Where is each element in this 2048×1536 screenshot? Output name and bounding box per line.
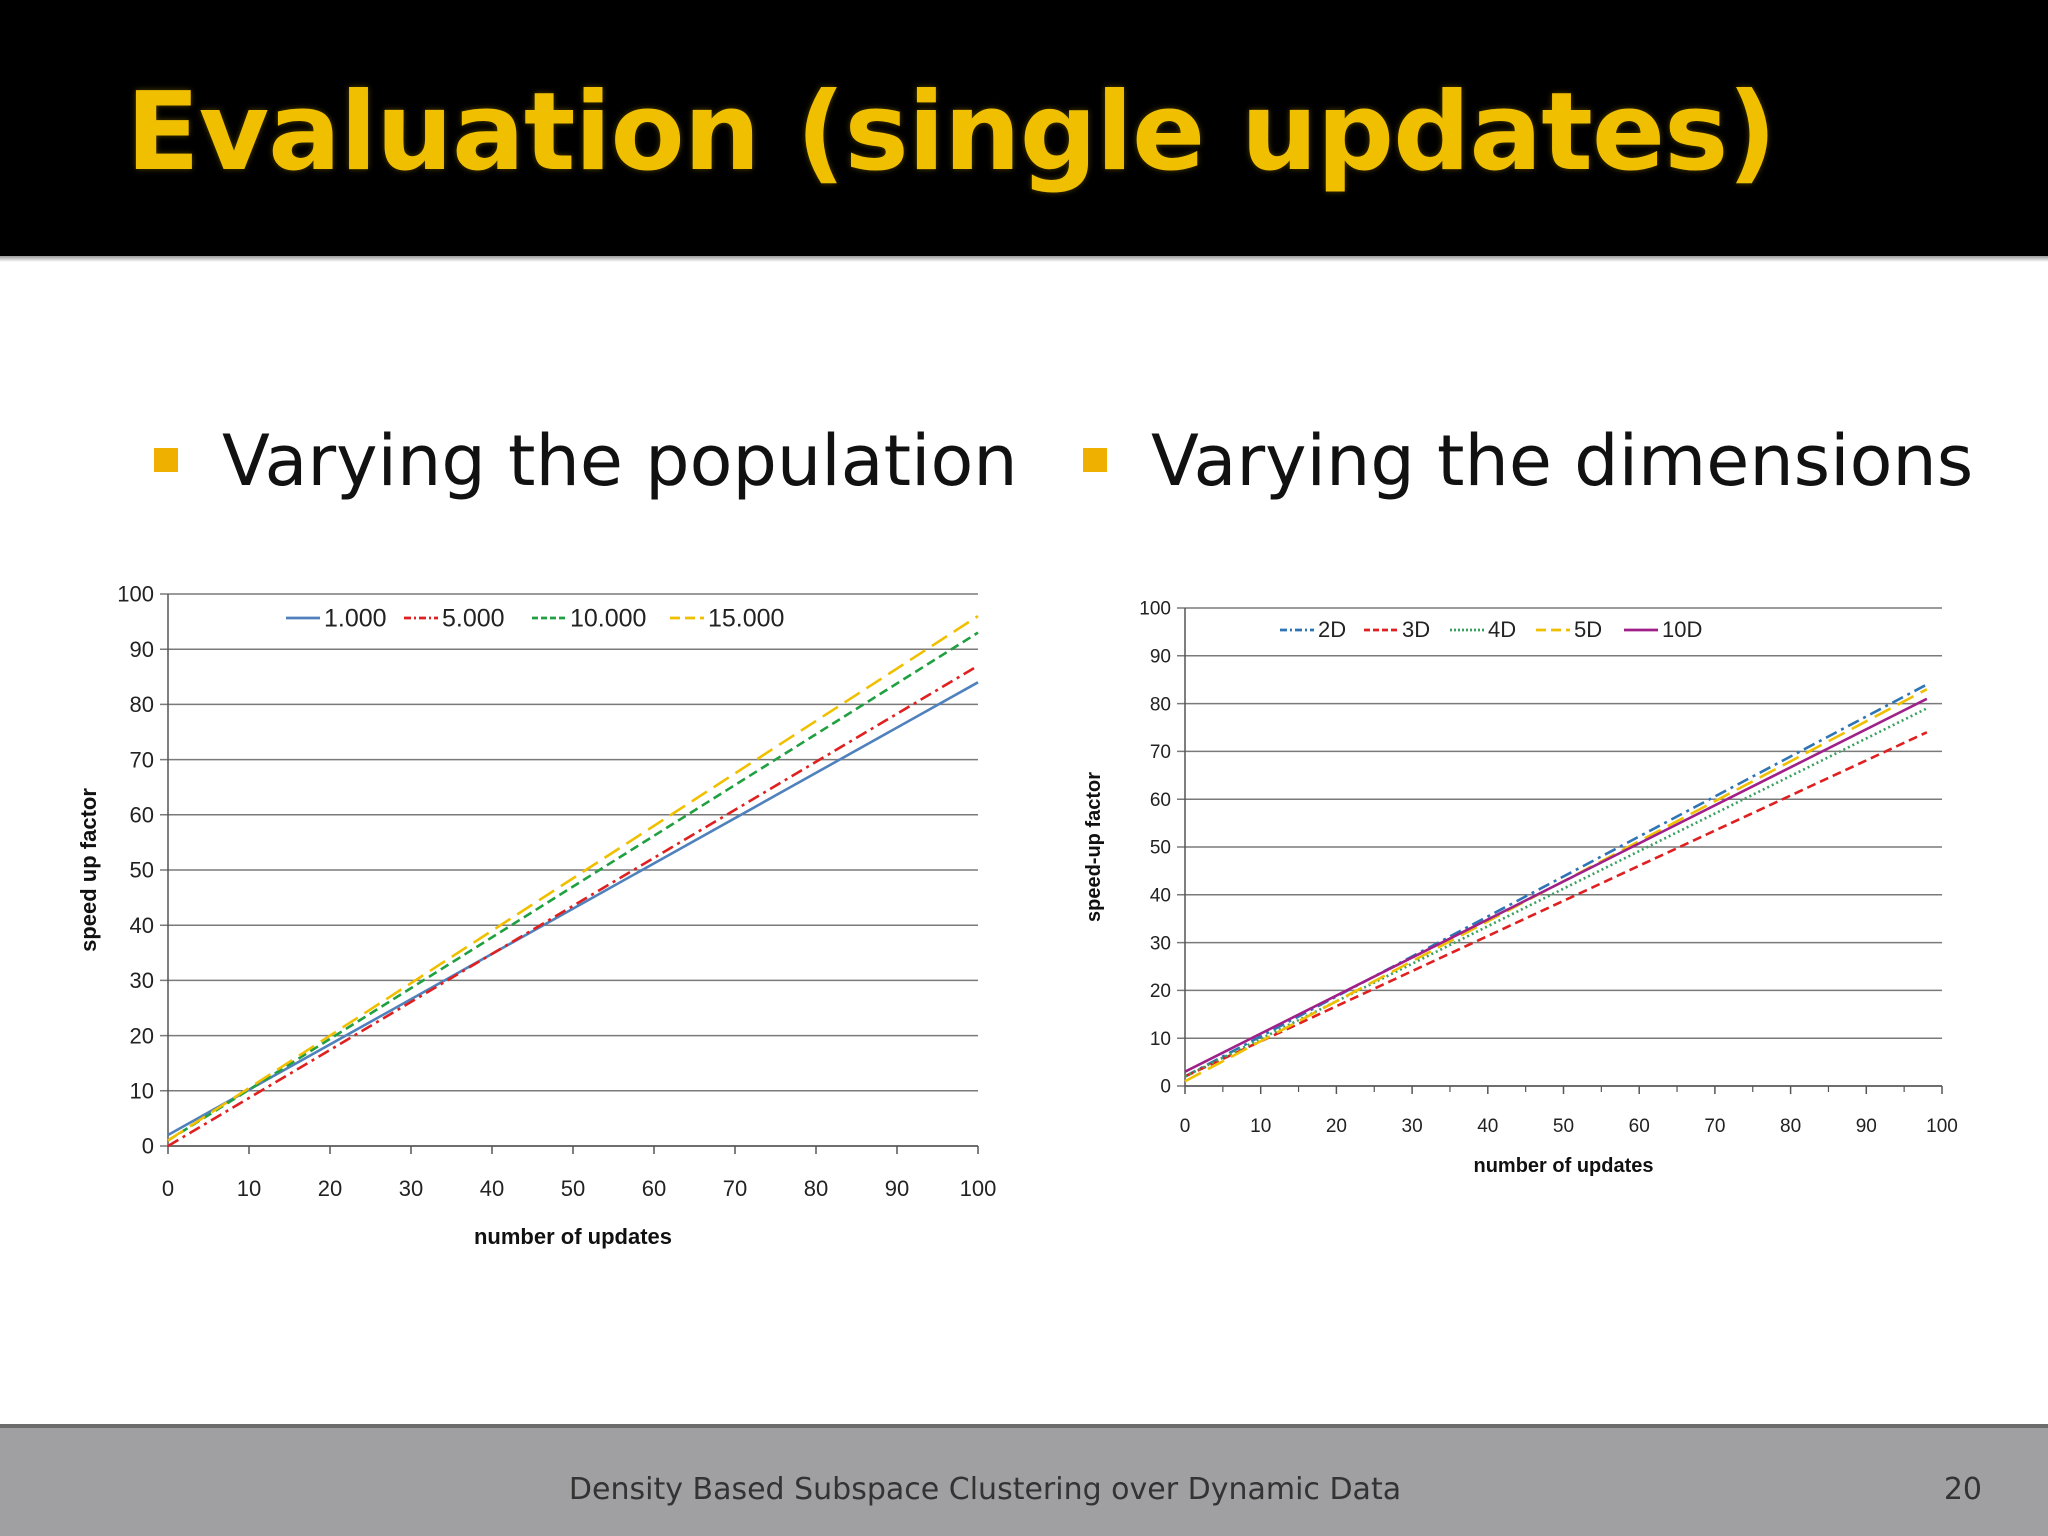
y-tick-label: 100 <box>117 582 154 607</box>
series-line-3D <box>1184 731 1928 1078</box>
y-tick-label: 100 <box>1139 599 1171 620</box>
x-tick-label: 30 <box>1402 1116 1423 1137</box>
bullet-population: Varying the population <box>154 420 1018 502</box>
x-tick-label: 50 <box>561 1176 585 1201</box>
y-tick-label: 50 <box>1150 838 1171 859</box>
x-tick-label: 40 <box>480 1176 504 1201</box>
x-tick-label: 10 <box>237 1176 261 1201</box>
legend-label: 15.000 <box>708 604 784 632</box>
y-axis-label: speed-up factor <box>1083 772 1105 922</box>
x-tick-label: 90 <box>1856 1116 1877 1137</box>
y-tick-label: 20 <box>130 1023 154 1048</box>
x-axis-label: number of updates <box>474 1224 672 1249</box>
y-tick-label: 10 <box>130 1079 154 1104</box>
bullet-population-text: Varying the population <box>222 420 1018 502</box>
y-tick-label: 30 <box>130 968 154 993</box>
series-line-10000 <box>167 631 979 1142</box>
bullet-dimensions-text: Varying the dimensions <box>1151 420 1974 502</box>
series-line-2D <box>1184 683 1928 1078</box>
series-line-1000 <box>167 681 979 1137</box>
footer-title: Density Based Subspace Clustering over D… <box>568 1472 1402 1507</box>
x-axis-label: number of updates <box>1473 1155 1653 1177</box>
series-line-4D <box>1184 707 1928 1078</box>
bullet-square-icon <box>1083 447 1107 472</box>
y-tick-label: 40 <box>1150 885 1171 906</box>
y-tick-label: 20 <box>1150 981 1171 1002</box>
x-tick-label: 90 <box>885 1176 909 1201</box>
y-tick-label: 60 <box>1150 790 1171 811</box>
chart-background <box>1080 590 1980 1210</box>
legend-label: 5D <box>1574 617 1602 642</box>
y-tick-label: 70 <box>1150 742 1171 763</box>
x-tick-label: 50 <box>1553 1116 1574 1137</box>
chart-population: 0 10 20 30 40 50 60 70 80 90 100 0 10 20 30 40 50 60 70 80 9… <box>74 572 1014 1272</box>
x-tick-label: 20 <box>1326 1116 1347 1137</box>
x-tick-label: 10 <box>1250 1116 1271 1137</box>
x-tick-label: 0 <box>162 1176 174 1201</box>
x-tick-label: 60 <box>1629 1116 1650 1137</box>
x-tick-label: 100 <box>960 1176 997 1201</box>
y-tick-label: 60 <box>130 803 154 828</box>
footer-divider <box>0 1424 2048 1428</box>
x-tick-label: 30 <box>399 1176 423 1201</box>
slide-title: Evaluation (single updates) <box>126 70 1777 195</box>
chart-background <box>74 572 1014 1272</box>
x-tick-label: 60 <box>642 1176 666 1201</box>
y-tick-label: 50 <box>130 858 154 883</box>
y-tick-label: 70 <box>130 747 154 772</box>
legend-label: 1.000 <box>324 604 387 632</box>
chart-dimensions-svg: 0 10 20 30 40 50 60 70 80 90 100 0 10 20 30 40 50 60 70 80 9… <box>1080 590 1980 1210</box>
y-tick-label: 30 <box>1150 933 1171 954</box>
y-tick-label: 90 <box>130 637 154 662</box>
bullet-dimensions: Varying the dimensions <box>1083 420 1973 502</box>
chart-population-svg: 0 10 20 30 40 50 60 70 80 90 100 0 10 20 30 40 50 60 70 80 9… <box>74 572 1014 1272</box>
chart-dimensions: 0 10 20 30 40 50 60 70 80 90 100 0 10 20 30 40 50 60 70 80 9… <box>1080 590 1980 1210</box>
x-tick-label: 0 <box>1180 1116 1191 1137</box>
legend-label: 10.000 <box>570 604 646 632</box>
series-line-5000 <box>167 664 979 1148</box>
legend-label: 2D <box>1318 617 1346 642</box>
x-tick-label: 80 <box>804 1176 828 1201</box>
legend-label: 10D <box>1662 617 1702 642</box>
x-tick-label: 80 <box>1780 1116 1801 1137</box>
title-bar: Evaluation (single updates) <box>0 0 2048 262</box>
y-tick-label: 0 <box>142 1134 154 1159</box>
x-tick-label: 70 <box>1704 1116 1725 1137</box>
y-tick-label: 80 <box>1150 694 1171 715</box>
y-tick-label: 0 <box>1160 1077 1171 1098</box>
x-tick-label: 20 <box>318 1176 342 1201</box>
legend-label: 5.000 <box>442 604 505 632</box>
x-tick-label: 70 <box>723 1176 747 1201</box>
y-tick-label: 90 <box>1150 646 1171 667</box>
y-tick-label: 80 <box>130 692 154 717</box>
title-bar-shadow <box>0 256 2048 262</box>
y-tick-label: 10 <box>1150 1029 1171 1050</box>
y-tick-label: 40 <box>130 913 154 938</box>
legend-label: 3D <box>1402 617 1430 642</box>
x-tick-label: 100 <box>1926 1116 1958 1137</box>
page-number: 20 <box>1943 1472 1982 1507</box>
bullet-square-icon <box>154 447 178 472</box>
y-axis-label: speed up factor <box>76 788 101 952</box>
series-line-15000 <box>167 614 979 1142</box>
legend-label: 4D <box>1488 617 1516 642</box>
x-tick-label: 40 <box>1477 1116 1498 1137</box>
footer-bar: Density Based Subspace Clustering over D… <box>0 1424 2048 1536</box>
series-line-10D <box>1184 697 1928 1073</box>
